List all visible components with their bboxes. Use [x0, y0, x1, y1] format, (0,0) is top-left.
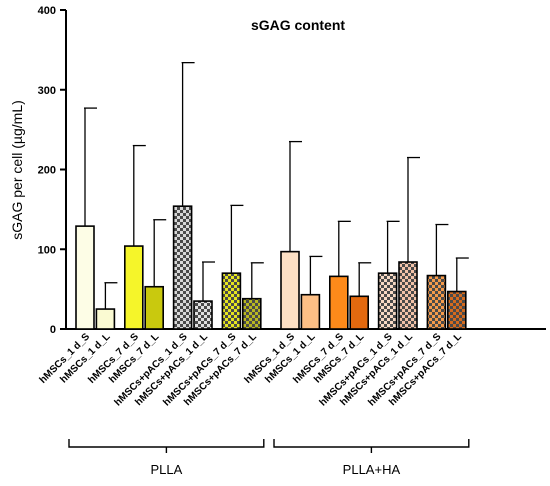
group-label: PLLA: [150, 462, 182, 477]
chart-title: sGAG content: [251, 17, 345, 33]
bar: [280, 250, 300, 330]
bar: [144, 285, 164, 330]
bar: [172, 205, 193, 330]
bar: [242, 297, 262, 330]
bar: [95, 308, 116, 330]
bar: [328, 275, 349, 330]
bars: [75, 205, 467, 330]
bar: [398, 261, 418, 330]
group-brackets: PLLA PLLA+HA: [68, 439, 470, 477]
bar: [377, 272, 398, 330]
error-bars: [84, 61, 469, 310]
y-tick-label: 0: [50, 324, 56, 336]
group-bracket: [273, 439, 470, 453]
y-tick-label: 100: [38, 244, 56, 256]
bar: [426, 274, 447, 330]
y-axis-label: sGAG per cell (µg/mL): [9, 100, 25, 240]
y-tick-label: 400: [38, 5, 56, 17]
bar: [193, 300, 213, 330]
group-label: PLLA+HA: [343, 462, 401, 477]
bar: [75, 225, 95, 330]
group-bracket: [68, 439, 265, 453]
bar: [446, 290, 467, 330]
y-tick-label: 200: [38, 165, 56, 177]
bar: [349, 295, 370, 330]
bar: [221, 272, 242, 330]
bar: [300, 293, 321, 330]
bar: [124, 245, 144, 330]
y-tick-label: 300: [38, 85, 56, 97]
